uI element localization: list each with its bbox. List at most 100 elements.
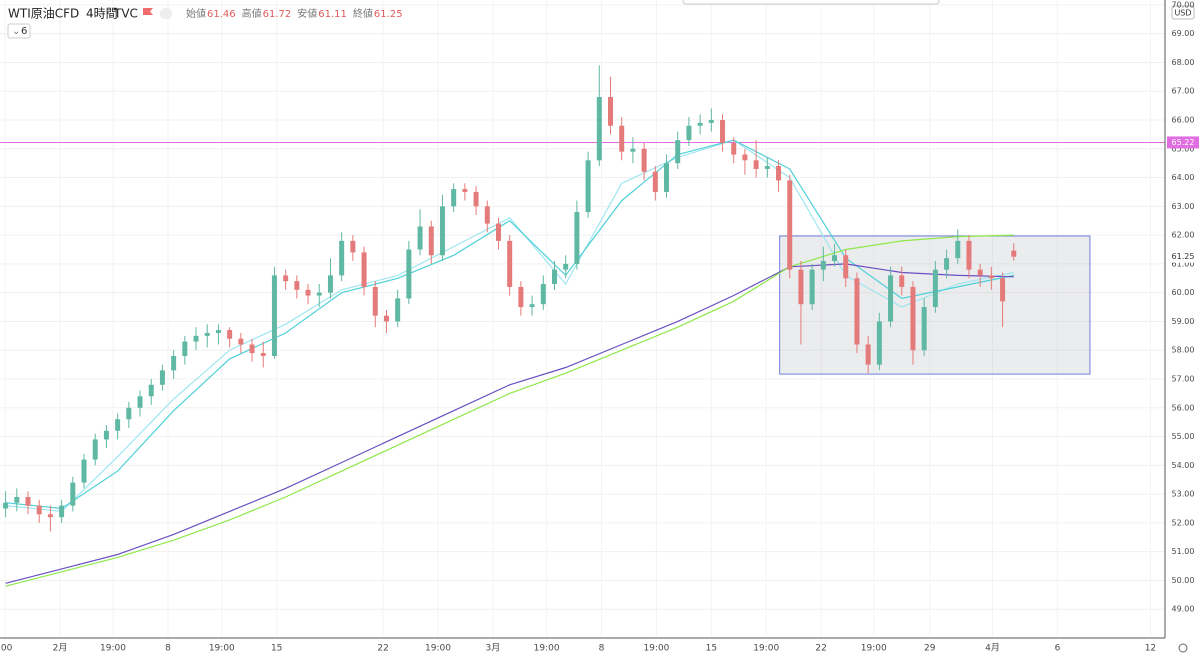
y-tick-label: 53.00 (1172, 490, 1195, 499)
candle-body (395, 298, 401, 322)
candle-body (764, 166, 770, 169)
x-tick-label: 19:00 (861, 644, 887, 654)
x-tick-label: 19:00 (209, 644, 235, 654)
chevron: ⌄ (12, 26, 20, 37)
candle-body (955, 240, 961, 259)
symbol: WTI原油CFD (8, 7, 79, 21)
x-tick-label: 15 (271, 644, 282, 654)
candle-body (966, 240, 972, 270)
y-tick-label: 54.00 (1172, 461, 1195, 470)
candle-body (820, 261, 826, 270)
y-tick-label: 69.00 (1172, 29, 1195, 38)
candle-body (159, 370, 165, 385)
candle-body (529, 304, 535, 308)
candle-body (854, 278, 860, 345)
flag-icon[interactable] (143, 8, 153, 15)
candle-body (462, 189, 468, 192)
toolbar[interactable] (682, 0, 940, 5)
candle-body (574, 212, 580, 264)
candle-body (641, 148, 647, 172)
x-tick-label: 8 (599, 644, 605, 654)
source: TVC (113, 7, 138, 21)
candle-body (798, 269, 804, 305)
candle-body (664, 163, 670, 192)
y-tick-label: 60.00 (1172, 288, 1195, 297)
candle-body (361, 252, 367, 287)
candle-body (204, 332, 210, 336)
candle-body (115, 419, 121, 431)
x-tick-label: 8 (165, 644, 171, 654)
y-tick-label: 56.00 (1172, 403, 1195, 412)
candle-body (59, 505, 65, 518)
currency: USD (1174, 9, 1191, 18)
candle-body (193, 335, 199, 342)
indicator-toggle[interactable] (7, 23, 31, 39)
candle-body (731, 143, 737, 155)
y-tick-label: 62.00 (1172, 231, 1195, 240)
y-tick-label: 67.00 (1172, 87, 1195, 96)
y-tick-label: 65.00 (1172, 144, 1195, 153)
candle-body (327, 275, 333, 293)
candle-body (910, 286, 916, 351)
candle-body (608, 96, 614, 126)
time-axis (0, 638, 1200, 658)
x-tick-label: 15 (706, 644, 717, 654)
candle-body (383, 315, 389, 322)
candle-body (92, 439, 98, 460)
candle-body (507, 240, 513, 287)
candle-body (47, 514, 53, 518)
x-tick-label: :00 (0, 644, 13, 654)
candle-body (417, 226, 423, 250)
candle-body (406, 249, 412, 299)
candle-body (876, 321, 882, 365)
candle-body (697, 122, 703, 126)
x-tick-label: 19:00 (100, 644, 126, 654)
candle-body (708, 120, 714, 123)
candle-body (865, 344, 871, 365)
separator: · (106, 7, 110, 21)
price-tag (1167, 136, 1199, 149)
x-tick-label: 19:00 (753, 644, 779, 654)
candle-body (596, 96, 602, 161)
candle-body (148, 384, 154, 397)
candle-body (787, 180, 793, 270)
candle-body (215, 330, 221, 333)
candle-body (1011, 250, 1017, 257)
collapse-button[interactable] (160, 8, 172, 19)
candle-body (103, 430, 109, 440)
y-tick-label: 68.00 (1172, 58, 1195, 67)
candle-body (428, 226, 434, 256)
candle-body (977, 269, 983, 276)
candle-body (171, 355, 177, 371)
currency-box[interactable] (1171, 5, 1195, 20)
candle-body (585, 160, 591, 213)
candle-body (675, 140, 681, 164)
ohlc-label: 終値 (353, 7, 373, 20)
candle-body (137, 396, 143, 408)
candle-body (316, 292, 322, 296)
indicator-count: 6 (21, 26, 27, 37)
candle-body (619, 125, 625, 152)
candle-body (238, 338, 244, 345)
candle-body (305, 289, 311, 296)
x-tick-label: 3月 (486, 643, 501, 654)
candle-body (350, 240, 356, 253)
settings-icon[interactable] (1178, 643, 1188, 653)
y-tick-label: 64.00 (1172, 173, 1195, 182)
ohlc-value: 61.72 (263, 9, 292, 20)
price-axis (1165, 0, 1200, 658)
ohlc-value: 61.46 (207, 9, 236, 20)
candle-body (832, 255, 838, 262)
candle-body (3, 502, 9, 509)
x-tick-label: 6 (1055, 644, 1061, 654)
candle-body (720, 120, 726, 144)
legend-header: WTI原油CFD · 4時間 · TVC ⌄ 6 USD 始値 61.46 高値 61… (7, 5, 1195, 39)
candle-body (14, 496, 20, 503)
candle-body (451, 189, 457, 207)
candle-body (944, 258, 950, 270)
x-tick-label: 22 (377, 644, 388, 654)
candle-body (742, 154, 748, 161)
x-tick-label: 19:00 (643, 644, 669, 654)
candle-body (899, 275, 905, 287)
candle-body (249, 344, 255, 354)
